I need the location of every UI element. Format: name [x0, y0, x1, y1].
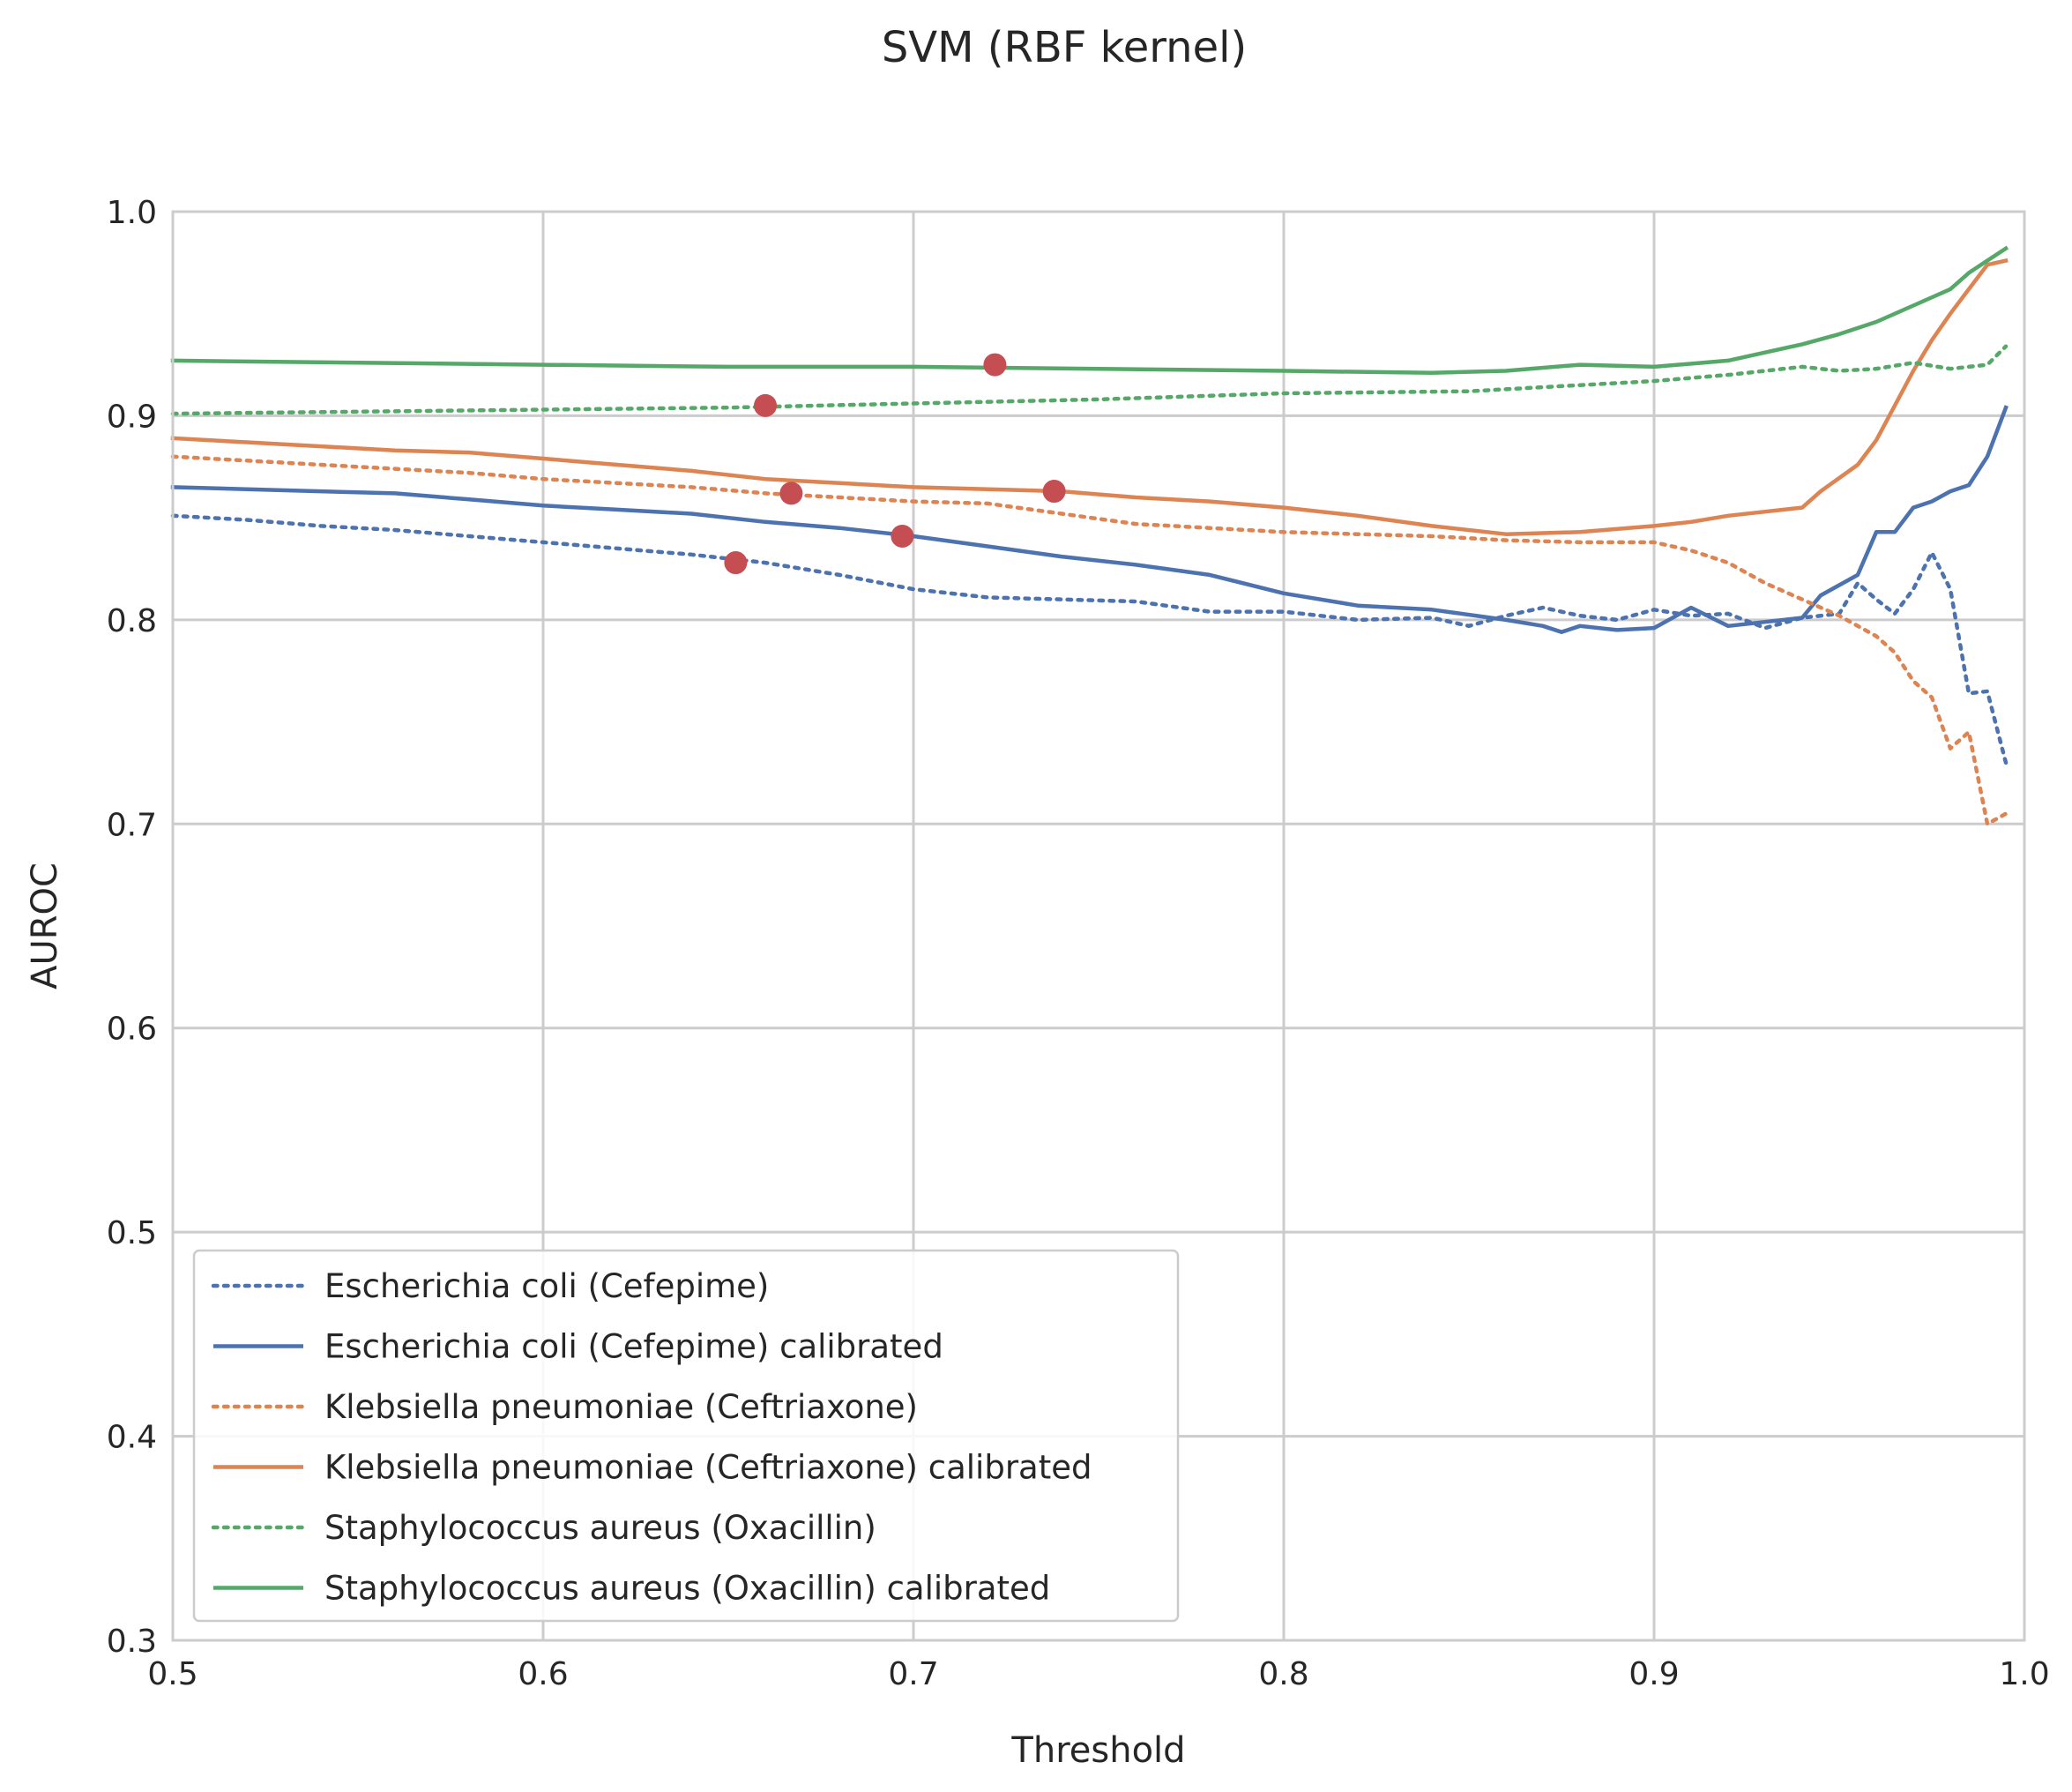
legend-label: Escherichia coli (Cefepime) calibrated	[324, 1328, 943, 1366]
series-line-2	[170, 405, 2009, 634]
x-axis-label: Threshold	[1010, 1730, 1185, 1771]
y-tick-label: 0.9	[107, 399, 157, 435]
marker-layer	[724, 353, 1066, 575]
y-tick-label: 0.7	[107, 807, 157, 843]
threshold-marker	[891, 524, 914, 548]
x-tick-label: 1.0	[1999, 1656, 2049, 1692]
legend-label: Klebsiella pneumoniae (Ceftriaxone)	[324, 1388, 918, 1426]
legend-label: Escherichia coli (Cefepime)	[324, 1267, 769, 1305]
legend-box	[192, 1249, 1180, 1623]
x-tick-label: 0.6	[518, 1656, 568, 1692]
legend-label: Staphylococcus aureus (Oxacillin) calibr…	[324, 1570, 1050, 1608]
x-axis-ticks: 0.5 0.6 0.7 0.8 0.9 1.0	[147, 1656, 2049, 1692]
legend-label: Klebsiella pneumoniae (Ceftriaxone) cali…	[324, 1449, 1092, 1487]
series-line-5	[170, 344, 2009, 416]
legend: Escherichia coli (Cefepime) Escherichia c…	[192, 1249, 1180, 1623]
y-tick-label: 0.8	[107, 603, 157, 639]
x-tick-label: 0.5	[147, 1656, 198, 1692]
series-line-1	[170, 513, 2009, 765]
chart-title: SVM (RBF kernel)	[882, 23, 1247, 72]
y-tick-label: 0.6	[107, 1012, 157, 1048]
threshold-marker	[724, 551, 748, 575]
x-tick-label: 0.9	[1629, 1656, 1679, 1692]
x-tick-label: 0.8	[1258, 1656, 1308, 1692]
series-line-3	[170, 454, 2009, 826]
x-tick-label: 0.7	[888, 1656, 938, 1692]
y-axis-label: AUROC	[25, 862, 65, 989]
y-tick-label: 0.5	[107, 1215, 157, 1251]
plot-frame	[171, 210, 2026, 1642]
y-tick-label: 1.0	[107, 195, 157, 231]
series-layer	[170, 245, 2009, 826]
legend-label: Staphylococcus aureus (Oxacillin)	[324, 1509, 876, 1547]
y-axis-ticks: 0.3 0.4 0.5 0.6 0.7 0.8 0.9 1.0	[107, 195, 157, 1660]
y-tick-label: 0.3	[107, 1624, 157, 1660]
series-line-6	[170, 245, 2009, 376]
threshold-marker	[1042, 480, 1066, 504]
threshold-marker	[983, 353, 1007, 377]
y-tick-label: 0.4	[107, 1420, 157, 1456]
series-line-4	[170, 258, 2009, 536]
threshold-marker	[754, 393, 777, 417]
threshold-marker	[779, 482, 803, 505]
